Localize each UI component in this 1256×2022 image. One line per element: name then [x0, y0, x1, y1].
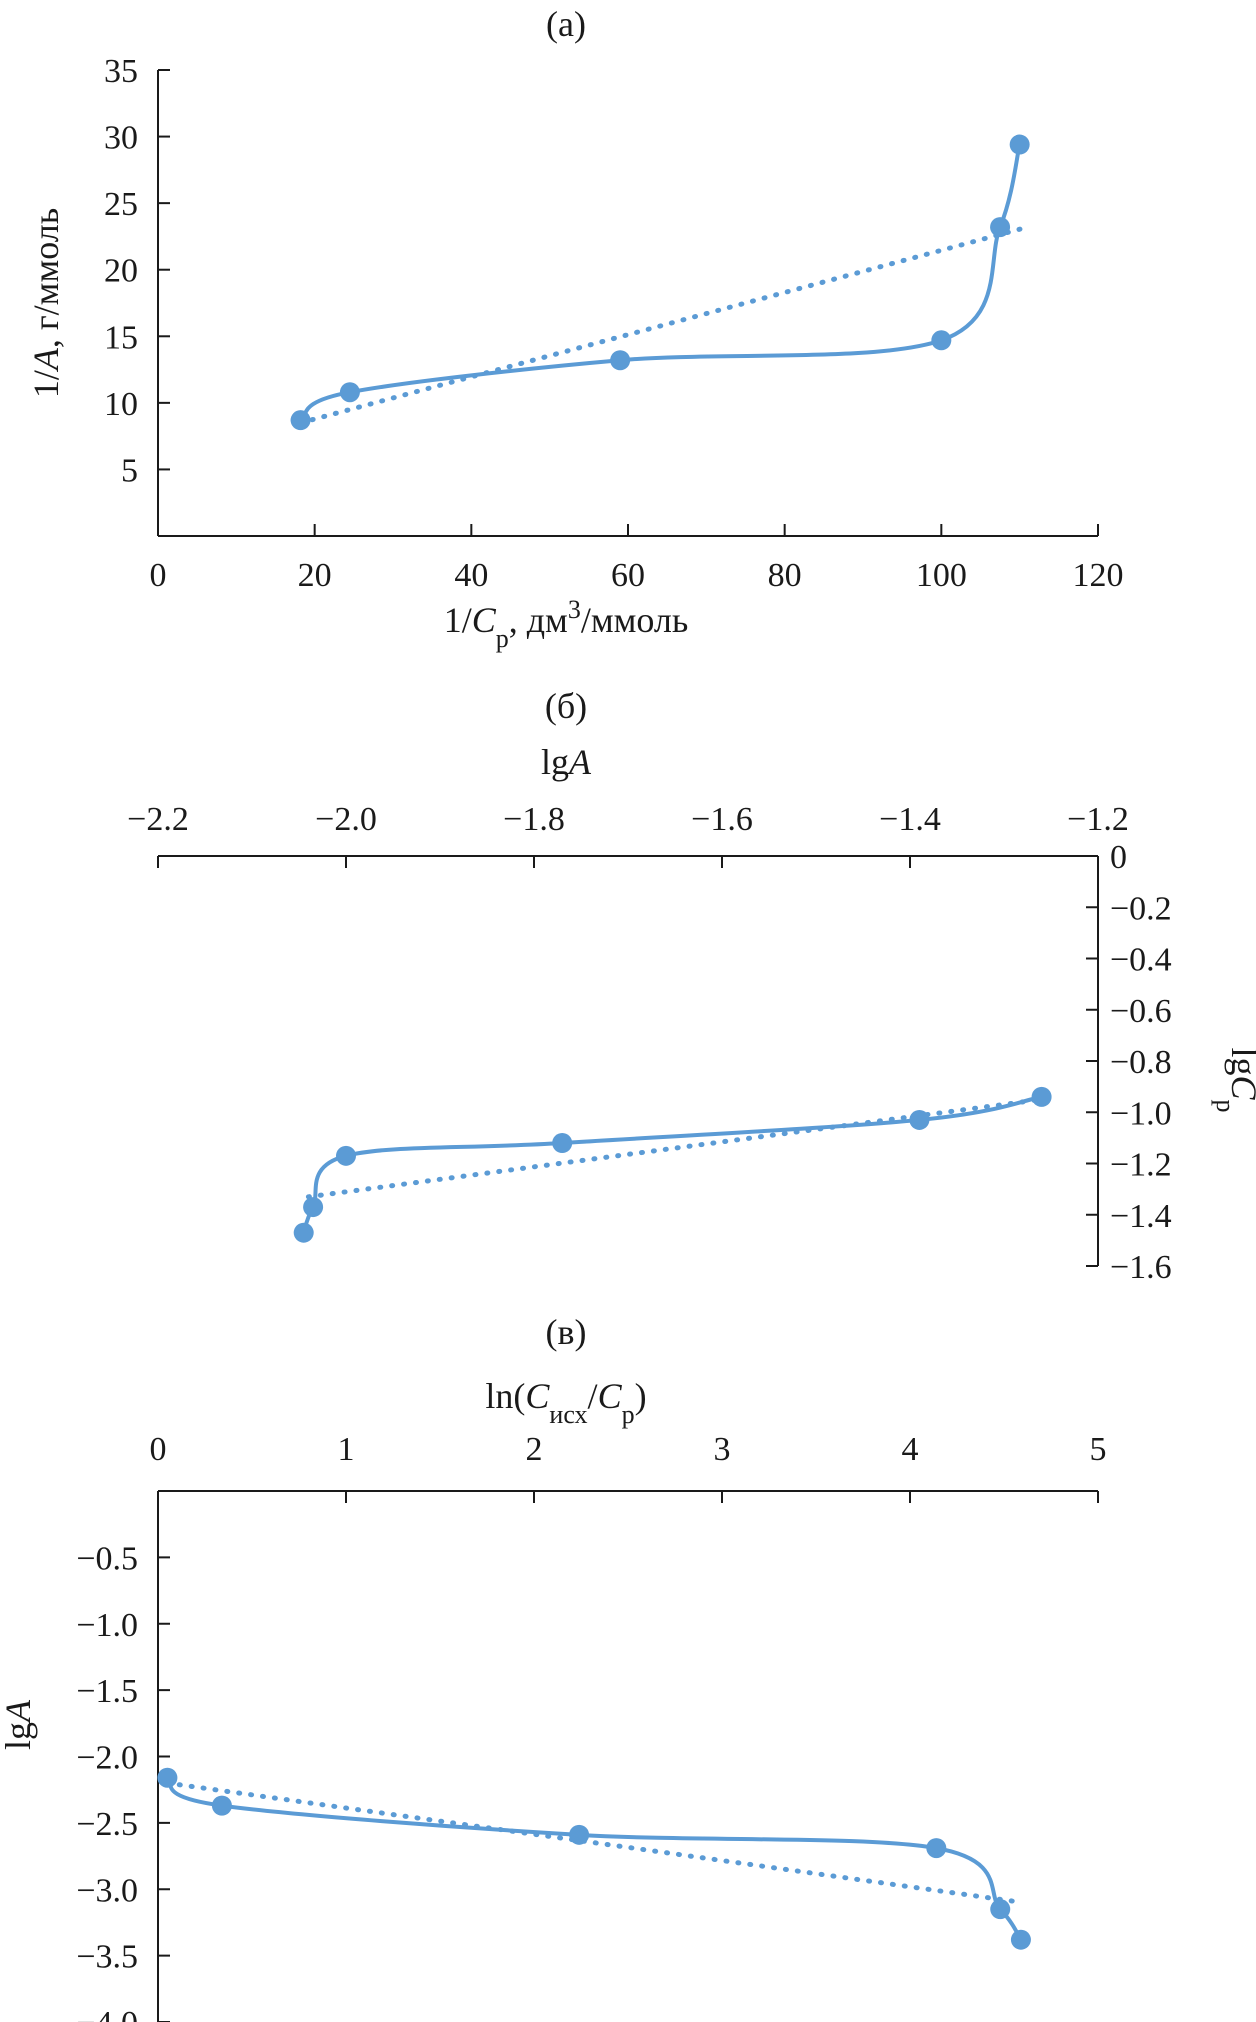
- x-tick-label: −1.2: [1067, 801, 1129, 838]
- y-tick-label: −1.5: [76, 1673, 138, 1710]
- data-point: [931, 330, 952, 351]
- y-tick-label: −3.0: [76, 1872, 138, 1909]
- y-tick-label: 35: [104, 53, 138, 90]
- y-tick-label: −2.5: [76, 1806, 138, 1843]
- y-tick-label: −2.0: [76, 1740, 138, 1777]
- data-point: [293, 1222, 314, 1243]
- trend-line: [305, 1096, 1045, 1200]
- x-tick-label: 0: [150, 557, 167, 594]
- data-point: [336, 1145, 356, 1166]
- y-tick-label: −0.2: [1110, 890, 1172, 927]
- y-tick-label: −1.0: [1110, 1095, 1172, 1132]
- y-tick-label: 10: [104, 386, 138, 423]
- x-axis-title: lgA: [541, 742, 592, 782]
- x-tick-label: 3: [714, 1431, 731, 1468]
- x-tick-label: 80: [768, 557, 802, 594]
- data-point: [339, 382, 360, 403]
- x-tick-label: 2: [526, 1431, 543, 1468]
- y-tick-label: −1.6: [1110, 1249, 1172, 1286]
- y-tick-label: −0.5: [76, 1540, 138, 1577]
- x-tick-label: 100: [916, 557, 967, 594]
- data-curve: [301, 1094, 1042, 1234]
- y-tick-label: −0.6: [1110, 993, 1172, 1030]
- x-tick-label: 1: [338, 1431, 355, 1468]
- y-tick-label: −1.4: [1110, 1198, 1172, 1235]
- y-tick-label: 15: [104, 319, 138, 356]
- x-tick-label: 60: [611, 557, 645, 594]
- x-tick-label: 20: [298, 557, 332, 594]
- data-point: [1010, 1929, 1031, 1950]
- y-tick-label: −1.2: [1110, 1147, 1172, 1184]
- y-tick-label: −0.4: [1110, 942, 1172, 979]
- data-point: [1031, 1086, 1052, 1107]
- data-point: [157, 1767, 178, 1788]
- x-tick-label: −1.8: [503, 801, 565, 838]
- y-axis-title: lgA: [0, 1699, 38, 1750]
- data-point: [610, 350, 631, 371]
- data-point: [290, 410, 311, 431]
- y-tick-label: 30: [104, 120, 138, 157]
- trend-line: [164, 1780, 1026, 1906]
- data-curve: [166, 1775, 1023, 1941]
- panel-label: (а): [546, 4, 586, 44]
- y-tick-label: −3.5: [76, 1939, 138, 1976]
- data-point: [909, 1109, 930, 1130]
- data-point: [211, 1795, 232, 1816]
- x-tick-label: 4: [902, 1431, 919, 1468]
- chart-panel-c: (в) 0 1 2 3 4 5 −0.5 −1.0 −1.5 −2.0 −2.5 −3.0 −3.5 −4.…: [0, 1312, 1107, 2022]
- x-tick-label: −2.2: [127, 801, 189, 838]
- y-axis-title: 1/A, г/ммоль: [26, 208, 66, 398]
- data-point: [926, 1838, 947, 1859]
- y-tick-label: −1.0: [76, 1607, 138, 1644]
- data-point: [1009, 134, 1030, 155]
- y-axis-title: lgCр: [1212, 1047, 1256, 1112]
- y-tick-label: −0.8: [1110, 1044, 1172, 1081]
- data-point: [569, 1824, 590, 1845]
- data-point: [552, 1133, 573, 1153]
- x-axis-title: ln(Cисх/Cр): [485, 1376, 646, 1429]
- x-tick-label: 120: [1073, 557, 1124, 594]
- x-tick-label: 0: [150, 1431, 167, 1468]
- x-tick-label: 5: [1090, 1431, 1107, 1468]
- chart-panel-a: (а) 0 20 40 60 80 100 120 5 10 15 20 25 30 35 1/Cр, дм3…: [26, 4, 1124, 653]
- chart-panel-b: (б)−2.2 −2.0 −1.8 −1.6 −1.4 −1.20−0.2−0.4−0.6…: [127, 686, 1256, 1286]
- x-tick-label: 40: [454, 557, 488, 594]
- x-tick-label: −1.6: [691, 801, 753, 838]
- x-tick-label: −1.4: [879, 801, 941, 838]
- data-curve: [299, 144, 1022, 422]
- x-axis-title: 1/Cр, дм3/ммоль: [444, 595, 689, 653]
- panel-label: (б): [545, 686, 587, 726]
- y-tick-label: 0: [1110, 839, 1127, 876]
- y-tick-label: 25: [104, 186, 138, 223]
- y-tick-label: 5: [121, 452, 138, 489]
- data-point: [990, 1899, 1011, 1920]
- trend-line: [298, 224, 1030, 426]
- data-point: [303, 1197, 324, 1218]
- x-tick-label: −2.0: [315, 801, 377, 838]
- panel-label: (в): [546, 1312, 587, 1352]
- y-tick-label: −4.0: [76, 2005, 138, 2022]
- data-point: [990, 217, 1011, 238]
- y-tick-label: 20: [104, 253, 138, 290]
